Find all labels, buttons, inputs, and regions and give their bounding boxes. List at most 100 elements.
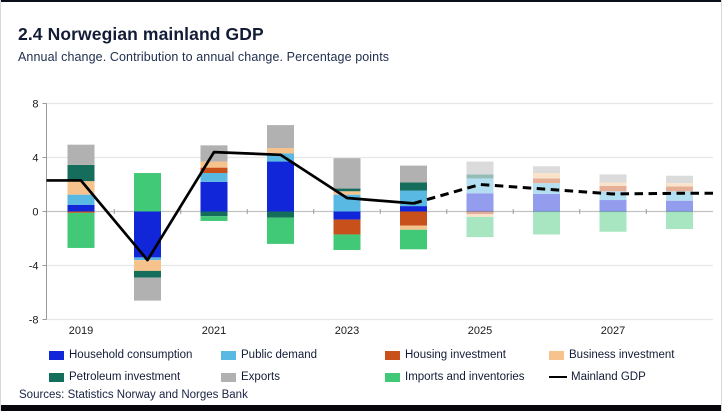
chart-title: 2.4 Norwegian mainland GDP [18, 24, 264, 44]
bar-2025 [466, 161, 494, 238]
color-swatch [385, 350, 400, 360]
segment [466, 211, 494, 215]
bar-2020 [134, 173, 161, 301]
sources-text: Sources: Statistics Norway and Norges Ba… [19, 389, 248, 401]
legend-item-mainland-gdp: Mainland GDP [549, 370, 646, 384]
segment [267, 125, 294, 149]
segment [67, 181, 95, 195]
x-tick-label: 2021 [202, 325, 226, 337]
y-tick-label: 8 [32, 99, 38, 111]
segment [333, 188, 361, 192]
legend-label: Imports and inventories [405, 371, 525, 383]
segment [599, 211, 627, 232]
legend-item-housing-investment: Housing investment [385, 348, 506, 362]
bar-2026 [533, 166, 560, 235]
segment [67, 211, 95, 213]
segment [67, 164, 95, 182]
segment [400, 165, 427, 183]
legend-label: Business investment [569, 349, 675, 361]
x-tick-label: 2019 [69, 325, 93, 337]
segment [400, 211, 427, 226]
segment [666, 211, 693, 230]
legend-label: Public demand [241, 349, 318, 361]
segment [134, 173, 161, 212]
segment [200, 216, 228, 221]
legend-item-exports: Exports [221, 370, 280, 384]
legend-label: Housing investment [405, 349, 506, 361]
segment [533, 173, 560, 179]
y-tick-label: 0 [32, 207, 38, 219]
bar-2024 [400, 165, 427, 250]
segment [599, 191, 627, 201]
bar-2021 [200, 145, 228, 221]
segment [200, 181, 228, 212]
segment [267, 161, 294, 212]
gdp-chart: 8 4 0 -4 -8 2019 2021 2023 2025 2027 [29, 99, 713, 337]
legend-label: Exports [241, 371, 280, 383]
segment [666, 191, 693, 201]
segment [533, 211, 560, 235]
segment [666, 200, 693, 212]
bar-2027 [599, 174, 627, 232]
line-symbol [549, 375, 567, 379]
segment [466, 193, 494, 212]
segment [333, 158, 361, 189]
segment [267, 211, 294, 218]
color-swatch [221, 372, 236, 382]
segment [67, 144, 95, 165]
segment [333, 211, 361, 220]
legend-item-public-demand: Public demand [221, 348, 317, 362]
bar-2028 [666, 175, 693, 230]
segment [200, 211, 228, 217]
gdp-line-solid [46, 150, 414, 262]
segment [67, 194, 95, 205]
y-axis: 8 4 0 -4 -8 [29, 99, 47, 327]
segment [200, 173, 228, 182]
legend-label: Household consumption [69, 349, 193, 361]
segment [466, 214, 494, 217]
segment [466, 178, 494, 194]
y-tick-label: -8 [29, 315, 39, 327]
legend-item-household-consumption: Household consumption [49, 348, 192, 362]
segment [267, 148, 294, 154]
segment [200, 167, 228, 174]
chart-subtitle: Annual change. Contribution to annual ch… [18, 50, 390, 64]
segment [533, 183, 560, 194]
segment [599, 185, 627, 192]
color-swatch [49, 350, 64, 360]
color-swatch [221, 350, 236, 360]
x-axis-ticks [113, 209, 647, 214]
segment [333, 191, 361, 195]
segment [333, 234, 361, 250]
segment [666, 183, 693, 187]
segment [400, 225, 427, 230]
legend-label: Mainland GDP [571, 371, 646, 383]
x-tick-label: 2027 [601, 325, 625, 337]
x-tick-label: 2025 [468, 325, 492, 337]
segment [533, 166, 560, 174]
top-rule [1, 0, 721, 2]
segment [67, 204, 95, 212]
segment [599, 200, 627, 212]
segment [400, 206, 427, 212]
color-swatch [385, 372, 400, 382]
color-swatch [549, 350, 564, 360]
bar-2019 [67, 144, 95, 248]
legend-item-imports-and-inventories: Imports and inventories [385, 370, 525, 384]
x-axis-labels: 2019 2021 2023 2025 2027 [69, 325, 625, 337]
segment [267, 217, 294, 244]
segment [333, 219, 361, 235]
segment [400, 229, 427, 250]
segment [200, 161, 228, 168]
segment [400, 182, 427, 191]
legend-item-petroleum-investment: Petroleum investment [49, 370, 180, 384]
gdp-line-forecast-dashed [413, 183, 713, 205]
y-tick-label: 4 [32, 153, 38, 165]
segment [134, 277, 161, 301]
legend-item-business-investment: Business investment [549, 348, 674, 362]
x-tick-label: 2023 [335, 325, 359, 337]
segment [134, 260, 161, 271]
segment [666, 175, 693, 184]
segment [267, 153, 294, 162]
